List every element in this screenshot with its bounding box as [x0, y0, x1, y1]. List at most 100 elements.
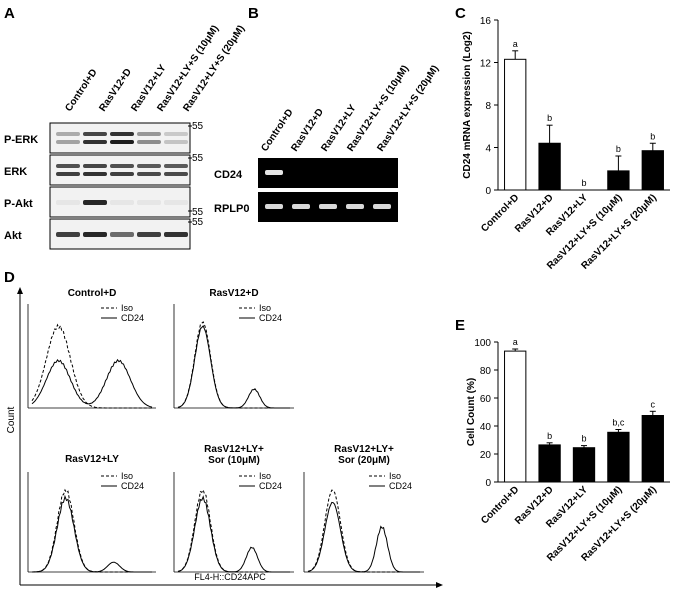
blot-band	[110, 200, 134, 205]
panel-a-lane-label: Control+D	[63, 67, 99, 113]
bar	[538, 142, 561, 191]
y-tick-label: 0	[485, 186, 491, 197]
y-tick-label: 16	[480, 16, 492, 27]
blot-row-label: P-Akt	[4, 198, 33, 210]
blot-band	[83, 164, 107, 168]
blot-band	[137, 140, 161, 144]
cd24-histogram-curve	[177, 324, 290, 409]
panel-a-lane-label: RasV12+D	[97, 67, 134, 114]
y-tick-label: 100	[474, 338, 491, 349]
gel-band	[265, 204, 283, 209]
bar	[641, 150, 664, 191]
histogram-title: Control+D	[68, 288, 117, 299]
bar	[504, 350, 527, 483]
cd24-histogram-curve	[32, 494, 152, 573]
blot-row-label: ERK	[4, 166, 27, 178]
bar	[504, 58, 527, 191]
legend-cd24-label: CD24	[389, 481, 412, 491]
significance-letter: a	[513, 337, 518, 347]
blot-band	[164, 172, 188, 176]
blot-band	[110, 140, 134, 144]
panel-c-letter: C	[455, 5, 466, 22]
bar	[538, 444, 561, 483]
blot-band	[137, 172, 161, 176]
histogram-title: RasV12+LY	[65, 454, 119, 465]
blot-band	[137, 164, 161, 168]
gel-row-label: CD24	[214, 169, 243, 181]
blot-band	[56, 164, 80, 168]
legend-iso-label: Iso	[121, 471, 133, 481]
marker-label: 55	[192, 207, 204, 218]
blot-band	[137, 232, 161, 237]
marker-label: 55	[192, 121, 204, 132]
panel-e-letter: E	[455, 317, 465, 334]
blot-band	[83, 232, 107, 237]
histogram-title: RasV12+D	[209, 288, 258, 299]
panel-a-blots: P-ERK 55 ERK 55 P-Akt 55 Akt 55	[4, 121, 204, 250]
significance-letter: b	[616, 144, 621, 154]
blot-band	[110, 232, 134, 237]
blot-panel	[49, 154, 191, 186]
y-axis-label: CD24 mRNA expression (Log2)	[462, 31, 473, 178]
histogram-title: RasV12+LY+	[204, 444, 264, 455]
blot-band	[83, 140, 107, 144]
blot-band	[137, 132, 161, 136]
panel-d-x-arrowhead	[436, 582, 443, 588]
blot-band	[83, 200, 107, 205]
blot-band	[56, 132, 80, 136]
histogram-title: RasV12+LY+	[334, 444, 394, 455]
legend-cd24-label: CD24	[121, 481, 144, 491]
blot-row-label: P-ERK	[4, 134, 38, 146]
blot-band	[56, 232, 80, 237]
bar	[607, 170, 630, 191]
blot-band	[110, 164, 134, 168]
legend-iso-label: Iso	[259, 303, 271, 313]
blot-row-label: Akt	[4, 230, 22, 242]
legend-iso-label: Iso	[389, 471, 401, 481]
panel-a-letter: A	[4, 5, 15, 22]
blot-band	[83, 132, 107, 136]
legend-iso-label: Iso	[121, 303, 133, 313]
bar	[641, 415, 664, 483]
gel-band	[292, 204, 310, 209]
blot-band	[164, 140, 188, 144]
panel-d-y-arrowhead	[17, 287, 23, 294]
y-tick-label: 8	[485, 101, 491, 112]
significance-letter: b	[547, 113, 552, 123]
marker-label: 55	[192, 153, 204, 164]
y-tick-label: 60	[480, 394, 492, 405]
significance-letter: b	[581, 178, 586, 188]
blot-band	[56, 200, 80, 205]
legend-cd24-label: CD24	[259, 481, 282, 491]
gel-band	[265, 170, 283, 175]
y-tick-label: 80	[480, 366, 492, 377]
y-tick-label: 4	[485, 144, 491, 155]
significance-letter: b	[581, 434, 586, 444]
histogram-title: Sor (20μM)	[338, 455, 390, 466]
panel-d-letter: D	[4, 269, 15, 286]
bar	[572, 447, 596, 483]
significance-letter: a	[513, 39, 518, 49]
iso-histogram-curve	[177, 488, 290, 573]
blot-band	[164, 132, 188, 136]
legend-cd24-label: CD24	[259, 313, 282, 323]
panel-b-lane-label: RasV12+LY+S (20μM)	[375, 63, 441, 153]
blot-panel	[49, 186, 191, 218]
y-tick-label: 20	[480, 450, 492, 461]
significance-letter: b,c	[612, 418, 625, 428]
cd24-histogram-curve	[307, 501, 420, 573]
y-tick-label: 12	[480, 59, 492, 70]
blot-band	[110, 172, 134, 176]
blot-band	[164, 200, 188, 205]
iso-histogram-curve	[177, 321, 290, 409]
marker-label: 55	[192, 217, 204, 228]
histogram-title: Sor (10μM)	[208, 455, 260, 466]
bar	[607, 431, 630, 483]
gel-row-label: RPLP0	[214, 203, 249, 215]
blot-band	[56, 172, 80, 176]
legend-cd24-label: CD24	[121, 313, 144, 323]
